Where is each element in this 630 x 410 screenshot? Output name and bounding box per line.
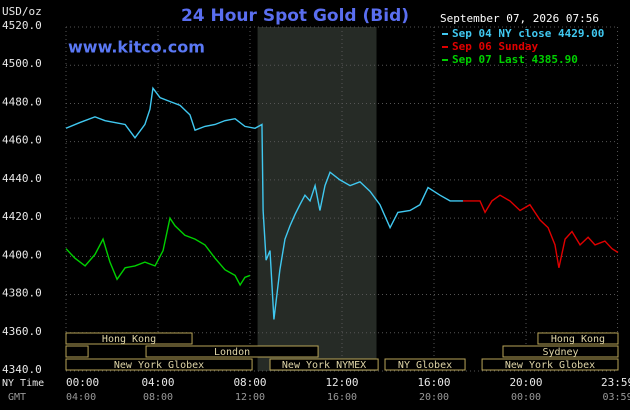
x-tick-label: 23:59 (601, 376, 630, 389)
price-line (65, 216, 251, 287)
price-line (462, 194, 619, 268)
x-tick-label: 20:00 (509, 376, 542, 389)
x-tick-label: 04:00 (141, 376, 174, 389)
gmt-tick-label: 20:00 (419, 392, 449, 403)
session-label: Hong Kong (551, 334, 605, 345)
x-tick-label: 08:00 (233, 376, 266, 389)
timestamp: September 07, 2026 07:56 (440, 12, 599, 25)
price-line (65, 86, 463, 320)
y-axis-label: USD/oz (2, 5, 42, 18)
y-tick-label: 4360.0 (2, 325, 42, 338)
session-label: London (214, 347, 250, 358)
x-tick-label: 16:00 (417, 376, 450, 389)
session-label: Hong Kong (102, 334, 156, 345)
y-tick-label: 4400.0 (2, 248, 42, 261)
watermark: www.kitco.com (68, 38, 205, 57)
legend-label: Sep 06 Sunday (452, 40, 538, 53)
gmt-tick-label: 12:00 (235, 392, 265, 403)
session-box (269, 358, 379, 371)
session-box (65, 332, 193, 345)
y-tick-label: 4460.0 (2, 134, 42, 147)
session-box (65, 358, 253, 371)
session-box (502, 345, 619, 358)
y-tick-label: 4340.0 (2, 363, 42, 376)
session-label: New York Globex (114, 360, 204, 371)
session-label: New York Globex (505, 360, 595, 371)
session-label: Sydney (542, 347, 578, 358)
x-row-label: GMT (8, 392, 26, 403)
y-tick-label: 4480.0 (2, 95, 42, 108)
y-tick-label: 4440.0 (2, 172, 42, 185)
gmt-tick-label: 04:00 (66, 392, 96, 403)
session-label: NY Globex (398, 360, 452, 371)
x-tick-label: 12:00 (325, 376, 358, 389)
chart-title: 24 Hour Spot Gold (Bid) (181, 6, 409, 26)
x-row-label: NY Time (2, 378, 44, 389)
x-tick-label: 00:00 (66, 376, 99, 389)
session-box (481, 358, 619, 371)
y-tick-label: 4500.0 (2, 57, 42, 70)
session-box (384, 358, 466, 371)
y-tick-label: 4420.0 (2, 210, 42, 223)
gmt-tick-label: 00:00 (511, 392, 541, 403)
legend-label: Sep 07 Last 4385.90 (452, 53, 578, 66)
session-box (145, 345, 319, 358)
session-label: New York NYMEX (282, 360, 366, 371)
y-tick-label: 4380.0 (2, 287, 42, 300)
session-box (65, 345, 89, 358)
gmt-tick-label: 16:00 (327, 392, 357, 403)
gmt-tick-label: 08:00 (143, 392, 173, 403)
y-tick-label: 4520.0 (2, 19, 42, 32)
gmt-tick-label: 03:59 (602, 392, 630, 403)
session-box (537, 332, 619, 345)
legend-label: Sep 04 NY close 4429.00 (452, 27, 604, 40)
